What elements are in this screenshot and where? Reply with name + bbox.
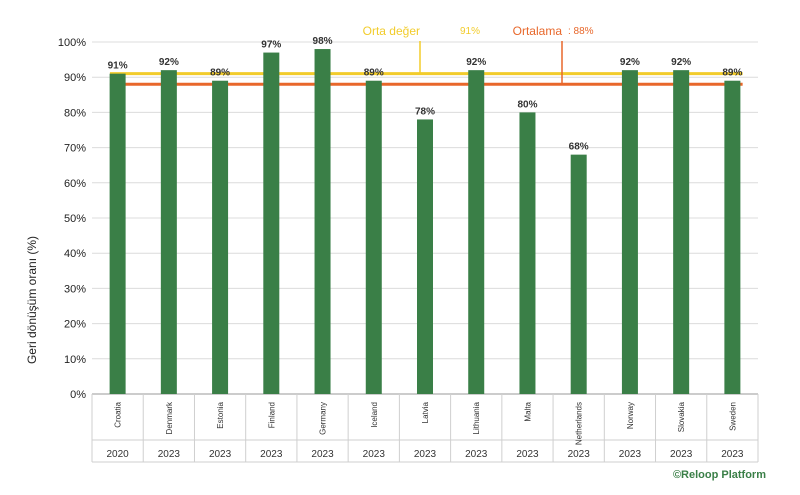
y-tick-label: 80% (64, 107, 86, 119)
bar-slovakia (673, 70, 690, 394)
year-label: 2023 (260, 449, 283, 460)
y-tick-label: 60% (64, 178, 86, 190)
x-tick-label: Slovakia (677, 401, 686, 432)
year-label: 2023 (363, 449, 386, 460)
y-tick-label: 100% (58, 37, 86, 49)
bar-sweden (724, 80, 741, 394)
year-label: 2023 (516, 449, 539, 460)
x-tick-label: Lithuania (472, 401, 481, 434)
x-tick-label: Denmark (165, 401, 174, 434)
y-tick-label: 30% (64, 283, 86, 295)
data-label: 92% (671, 57, 691, 68)
year-label: 2020 (106, 449, 129, 460)
x-axis-categories: Croatia 2020 Denmark 2023 Estonia 2023 Finland… (91, 394, 759, 463)
year-label: 2023 (670, 449, 693, 460)
year-label: 2023 (568, 449, 591, 460)
reference-label: Ortalama (513, 24, 563, 38)
reference-value-label: : 88% (568, 26, 594, 37)
y-tick-label: 40% (64, 248, 86, 260)
bar-estonia (212, 80, 229, 394)
year-label: 2023 (465, 449, 488, 460)
data-label: 80% (517, 99, 537, 110)
y-tick-label: 70% (64, 143, 86, 155)
data-label: 97% (261, 40, 281, 51)
data-label: 92% (620, 57, 640, 68)
bar-iceland (365, 80, 382, 394)
bar-finland (263, 52, 280, 395)
reference-value-label: 91% (460, 26, 480, 37)
data-label: 89% (722, 68, 742, 79)
y-axis-label: Geri dönüşüm oranı (%) (25, 236, 39, 364)
year-label: 2023 (414, 449, 437, 460)
data-label: 92% (159, 57, 179, 68)
bar-croatia (109, 73, 126, 395)
year-label: 2023 (209, 449, 232, 460)
x-tick-label: Latvia (421, 401, 430, 423)
year-label: 2023 (311, 449, 334, 460)
data-label: 91% (108, 61, 128, 72)
bar-netherlands (570, 154, 587, 394)
x-tick-label: Sweden (728, 402, 737, 431)
bar-malta (519, 112, 536, 395)
y-tick-label: 20% (64, 319, 86, 331)
x-tick-label: Germany (319, 402, 328, 435)
data-label: 98% (313, 36, 333, 47)
bar-norway (621, 70, 638, 394)
data-label: 89% (210, 68, 230, 79)
data-label: 68% (569, 142, 589, 153)
bars: 91% 92% 89% 97% 98% 89% 78% 92% 80% 68% 92% 92% 89% (108, 36, 742, 395)
data-label: 92% (466, 57, 486, 68)
y-tick-label: 90% (64, 72, 86, 84)
x-tick-label: Finland (267, 402, 276, 428)
year-label: 2023 (158, 449, 181, 460)
x-tick-label: Iceland (370, 402, 379, 428)
x-tick-label: Croatia (114, 401, 123, 427)
reference-lines: Orta değer 91% Ortalama : 88% (109, 24, 743, 86)
y-tick-label: 50% (64, 213, 86, 225)
x-tick-label: Estonia (216, 401, 225, 428)
year-label: 2023 (619, 449, 642, 460)
bar-latvia (417, 119, 433, 394)
reference-label: Orta değer (363, 24, 420, 38)
bar-denmark (160, 70, 177, 394)
x-tick-label: Norway (626, 402, 635, 429)
x-tick-label: Netherlands (575, 402, 584, 445)
data-label: 89% (364, 68, 384, 79)
bar-germany (314, 49, 331, 394)
data-label: 78% (415, 106, 435, 117)
y-tick-label: 0% (70, 389, 86, 401)
y-axis-ticks: 0% 10% 20% 30% 40% 50% 60% 70% 80% 90% 100% (58, 37, 86, 401)
x-tick-label: Malta (523, 401, 532, 421)
bar-lithuania (468, 70, 485, 394)
year-label: 2023 (721, 449, 744, 460)
y-tick-label: 10% (64, 354, 86, 366)
source-credit: ©Reloop Platform (673, 469, 766, 481)
